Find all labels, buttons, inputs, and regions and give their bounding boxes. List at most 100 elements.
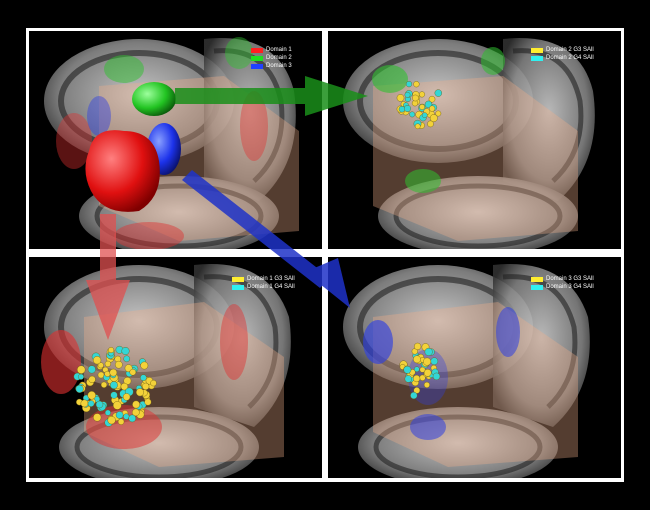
panel-domain-1-detail: Domain 1 G3 SAll Domain 1 G4 SAll [29,257,322,478]
sphere-marker [419,366,426,373]
sphere-marker [108,346,115,353]
sphere-marker [132,408,140,417]
sphere-marker [423,369,432,377]
sphere-cluster-domain-2 [396,80,443,130]
sphere-marker [435,110,442,117]
sphere-marker [87,365,96,374]
sphere-marker [428,95,436,103]
brain-render-domain-1 [41,264,291,478]
sphere-marker [430,357,439,365]
sphere-marker [414,123,421,130]
sphere-marker [396,94,405,102]
sphere-marker [87,400,95,407]
legend-label: Domain 1 G4 SAll [247,284,295,290]
legend-swatch-cyan [531,284,543,290]
sphere-marker [413,387,421,394]
sphere-marker [150,379,157,387]
legend-swatch-yellow [232,276,244,282]
sphere-marker [110,391,118,399]
sphere-marker [88,375,96,384]
sphere-marker [121,346,130,355]
sphere-marker [123,413,130,420]
sphere-marker [413,355,421,364]
sphere-marker [403,104,411,112]
legend-entry: Domain 1 G3 SAll [232,275,295,283]
sphere-marker [128,414,136,423]
sphere-marker [100,381,108,388]
legend-domain-1: Domain 1 G3 SAll Domain 1 G4 SAll [232,275,295,291]
sphere-marker [107,416,116,425]
sphere-marker [421,112,428,118]
sphere-marker [403,365,412,374]
sphere-marker [123,355,130,363]
sphere-marker [142,382,150,390]
legend-label: Domain 3 G4 SAll [546,284,594,290]
sphere-marker [95,400,104,409]
sphere-marker [120,382,129,391]
brain-render-domain-2 [343,38,595,249]
panel-domain-3-detail: Domain 3 G3 SAll Domain 3 G4 SAll [328,257,621,478]
legend-label: Domain 1 [266,47,292,53]
sphere-marker [104,360,112,368]
sphere-marker [115,411,124,419]
legend-entry: Domain 2 G3 SAll [531,46,594,54]
sphere-marker [413,81,420,88]
sphere-marker [414,366,420,372]
sphere-marker [104,409,111,416]
legend-swatch-yellow [531,47,543,53]
legend-entry: Domain 1 G4 SAll [232,283,295,291]
sphere-marker [122,393,131,401]
sphere-marker [428,105,436,112]
sphere-marker [110,381,118,390]
sphere-marker [117,418,125,425]
legend-entry: Domain 1 [251,46,292,54]
sphere-marker [92,356,102,365]
sphere-marker [404,375,413,383]
sphere-marker [418,91,425,98]
legend-label: Domain 1 G3 SAll [247,276,295,282]
sphere-marker [75,384,84,393]
sphere-marker [405,80,413,88]
legend-label: Domain 3 G3 SAll [546,276,594,282]
sphere-marker [432,372,441,381]
legend-swatch-cyan [232,284,244,290]
legend-label: Domain 2 G4 SAll [546,55,594,61]
brain-render-domain-3 [343,264,590,478]
sphere-marker [429,114,438,123]
panel-domain-2-detail: Domain 2 G3 SAll Domain 2 G4 SAll [328,31,621,249]
sphere-marker [93,413,102,422]
legend-entry: Domain 2 [251,54,292,62]
sphere-marker [413,342,422,351]
legend-label: Domain 2 [266,55,292,61]
sphere-marker [409,111,416,118]
sphere-cluster-domain-3 [399,342,441,400]
sphere-marker [77,365,86,374]
legend-entry: Domain 3 G4 SAll [531,283,594,291]
sphere-marker [78,373,85,380]
legend-domain-3: Domain 3 G3 SAll Domain 3 G4 SAll [531,275,594,291]
sphere-marker [423,381,430,388]
sphere-marker [427,120,434,128]
legend-swatch-red [251,47,263,53]
legend-domain-2: Domain 2 G3 SAll Domain 2 G4 SAll [531,46,594,62]
legend-entry: Domain 3 G3 SAll [531,275,594,283]
legend-domains: Domain 1 Domain 2 Domain 3 [251,46,292,70]
sphere-marker [132,400,141,409]
domain-1-blob [85,130,160,212]
sphere-marker [410,391,418,400]
legend-entry: Domain 2 G4 SAll [531,54,594,62]
sphere-marker [97,362,104,369]
sphere-marker [140,361,149,370]
sphere-marker [144,398,152,406]
sphere-marker [104,370,111,377]
sphere-marker [135,388,144,397]
legend-label: Domain 2 G3 SAll [546,47,594,53]
sphere-marker [140,374,147,381]
sphere-marker [419,104,426,110]
sphere-marker [412,374,421,383]
sphere-marker [80,399,89,408]
legend-entry: Domain 3 [251,62,292,70]
domain-2-blob [132,82,176,116]
sphere-marker [87,391,96,400]
sphere-marker [115,360,123,369]
